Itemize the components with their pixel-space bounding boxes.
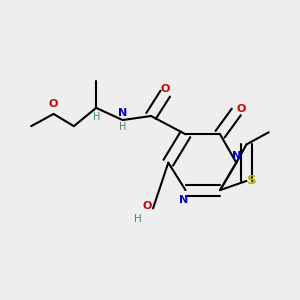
Text: O: O [49, 99, 58, 109]
Text: O: O [142, 201, 152, 212]
Text: H: H [134, 214, 142, 224]
Text: O: O [237, 104, 246, 114]
Text: H: H [119, 122, 126, 132]
Text: H: H [92, 112, 100, 122]
Text: N: N [118, 108, 127, 118]
Text: O: O [160, 84, 170, 94]
Text: S: S [247, 175, 256, 188]
Text: N: N [179, 195, 188, 205]
Text: N: N [232, 151, 241, 160]
